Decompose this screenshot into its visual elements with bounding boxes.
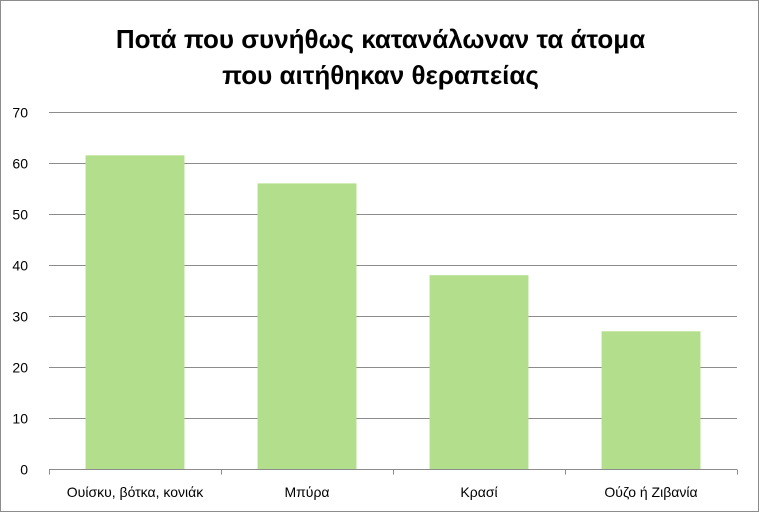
y-tick-label: 20	[12, 360, 28, 376]
x-category-label: Μπύρα	[284, 484, 329, 500]
y-tick-label: 30	[12, 309, 28, 325]
x-category-labels: Ουίσκυ, βότκα, κονιάκ Μπύρα Κρασί Ούζο ή Ζι…	[67, 484, 698, 500]
y-tick-label: 50	[12, 207, 28, 223]
y-tick-label: 70	[12, 105, 28, 121]
chart-title-line-1: Ποτά που συνήθως κατανάλωναν τα άτομα	[115, 24, 646, 54]
x-category-label: Κρασί	[460, 484, 497, 500]
y-tick-label: 40	[12, 258, 28, 274]
bar	[429, 275, 529, 469]
bar	[85, 155, 185, 469]
y-tick-label: 0	[20, 462, 28, 478]
chart-title: Ποτά που συνήθως κατανάλωναν τα άτομα πο…	[1, 21, 759, 93]
axes	[49, 469, 738, 475]
bar	[257, 183, 357, 469]
chart-title-line-2: που αιτήθηκαν θεραπείας	[222, 60, 539, 90]
y-tick-labels: 0 10 20 30 40 50 60 70	[12, 105, 28, 478]
x-category-label: Ουίσκυ, βότκα, κονιάκ	[67, 484, 204, 500]
bar	[601, 331, 701, 469]
bars	[85, 155, 701, 469]
y-tick-label: 60	[12, 156, 28, 172]
x-category-label: Ούζο ή Ζιβανία	[604, 484, 697, 500]
y-tick-label: 10	[12, 411, 28, 427]
